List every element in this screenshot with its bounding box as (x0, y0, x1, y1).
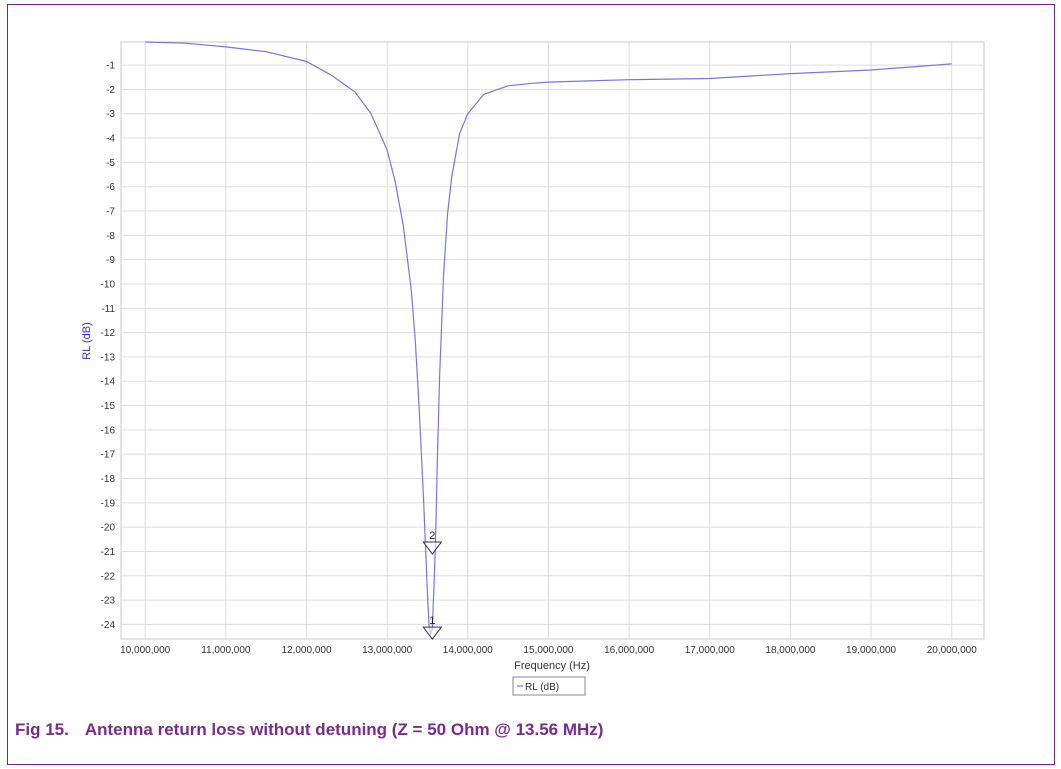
y-tick-label: -16 (101, 425, 116, 436)
y-axis-ticks: -1 -2 -3 -4 -5 -6 -7 -8 -9 -10 -11 -12 -13 -14 -15 -16 -… (101, 61, 116, 631)
y-tick-label: -21 (101, 547, 116, 558)
y-tick-label: -7 (106, 207, 115, 218)
y-tick-label: -14 (101, 377, 116, 388)
y-tick-label: -20 (101, 523, 116, 534)
figure-caption-text: Antenna return loss without detuning (Z … (84, 720, 604, 739)
chart: -1 -2 -3 -4 -5 -6 -7 -8 -9 -10 -11 -12 -13 -14 -15 -16 -… (81, 41, 985, 696)
y-tick-label: -2 (106, 85, 115, 96)
legend: RL (dB) (512, 676, 586, 696)
x-tick-label: 16,000,000 (604, 645, 654, 656)
y-tick-label: -4 (106, 134, 115, 145)
y-tick-label: -15 (101, 401, 116, 412)
figure-frame (7, 4, 1055, 765)
y-tick-label: -1 (106, 61, 115, 72)
y-tick-label: -23 (101, 596, 116, 607)
y-tick-label: -8 (106, 231, 115, 242)
markers: 12 (422, 530, 443, 640)
x-tick-label: 20,000,000 (927, 645, 977, 656)
x-tick-label: 13,000,000 (362, 645, 412, 656)
y-tick-label: -17 (101, 450, 116, 461)
marker-label: 2 (429, 530, 435, 542)
x-tick-label: 11,000,000 (201, 645, 251, 656)
figure-caption: Fig 15. Antenna return loss without detun… (15, 720, 603, 740)
x-tick-label: 10,000,000 (120, 645, 170, 656)
x-axis-title: Frequency (Hz) (514, 660, 590, 672)
figure-number: Fig 15. (15, 720, 69, 739)
y-tick-label: -5 (106, 158, 115, 169)
legend-box (512, 676, 586, 696)
y-tick-label: -10 (101, 279, 116, 290)
marker-triangle (422, 626, 443, 640)
x-tick-label: 18,000,000 (765, 645, 815, 656)
y-tick-label: -9 (106, 255, 115, 266)
y-tick-label: -6 (106, 182, 115, 193)
x-tick-label: 14,000,000 (443, 645, 493, 656)
y-tick-label: -11 (101, 304, 115, 315)
plot-area (120, 41, 985, 640)
marker-label: 1 (429, 615, 435, 627)
y-tick-label: -12 (101, 328, 116, 339)
y-tick-label: -24 (101, 620, 116, 631)
y-axis-title: RL (dB) (81, 322, 93, 360)
y-tick-label: -22 (101, 571, 116, 582)
y-tick-label: -18 (101, 474, 116, 485)
grid-lines (121, 42, 984, 639)
legend-label: RL (dB) (525, 682, 559, 693)
y-tick-label: -13 (101, 352, 116, 363)
x-tick-label: 15,000,000 (523, 645, 573, 656)
x-tick-label: 17,000,000 (685, 645, 735, 656)
marker-triangle (422, 541, 443, 555)
x-tick-label: 19,000,000 (846, 645, 896, 656)
y-tick-label: -3 (106, 109, 115, 120)
x-axis-ticks: 10,000,000 11,000,000 12,000,000 13,000,000… (120, 645, 977, 656)
y-tick-label: -19 (101, 498, 116, 509)
x-tick-label: 12,000,000 (281, 645, 331, 656)
